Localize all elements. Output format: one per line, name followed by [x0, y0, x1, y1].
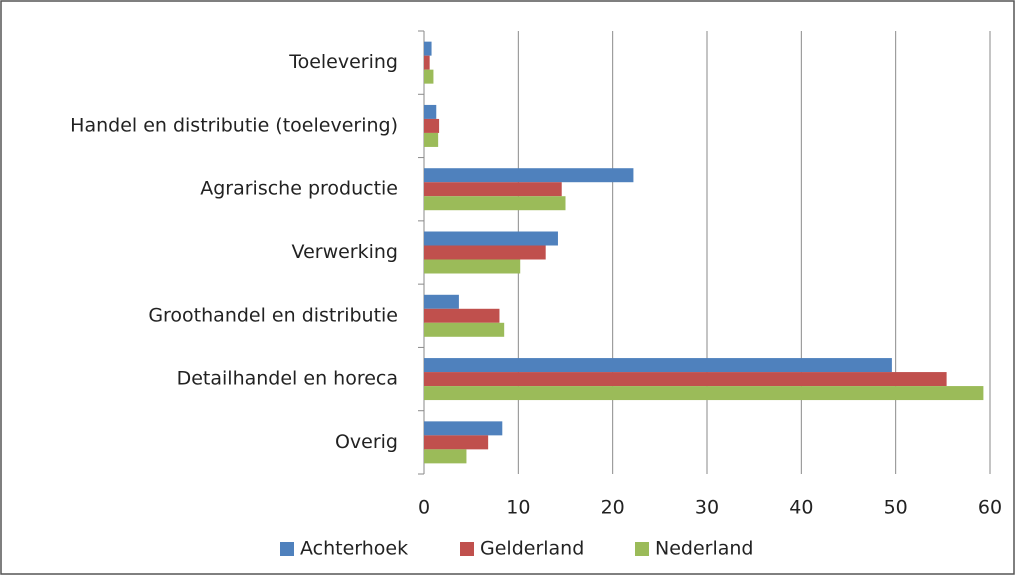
y-tick-label: Agrarische productie	[200, 178, 398, 200]
y-tick-label: Handel en distributie (toelevering)	[70, 114, 398, 136]
bar	[424, 259, 521, 274]
bar	[424, 372, 947, 387]
legend-swatch	[635, 542, 649, 556]
legend-label: Achterhoek	[300, 538, 408, 560]
y-tick-label: Overig	[335, 431, 398, 453]
bar	[424, 196, 566, 211]
bar	[424, 421, 503, 436]
bar	[424, 168, 634, 183]
x-tick-label: 10	[506, 497, 530, 519]
bar	[424, 358, 892, 373]
legend-label: Gelderland	[480, 538, 584, 560]
bar	[424, 182, 562, 197]
bar	[424, 55, 430, 70]
bar	[424, 104, 437, 119]
legend-label: Nederland	[655, 538, 754, 560]
y-tick-label: Detailhandel en horeca	[177, 368, 398, 390]
x-tick-label: 60	[978, 497, 1002, 519]
y-tick-label: Verwerking	[292, 241, 398, 263]
bar	[424, 294, 459, 309]
bar	[424, 308, 500, 323]
bar	[424, 41, 432, 56]
legend-swatch	[280, 542, 294, 556]
legend-swatch	[460, 542, 474, 556]
x-tick-label: 50	[884, 497, 908, 519]
x-tick-label: 40	[789, 497, 813, 519]
bar	[424, 69, 434, 84]
bar	[424, 386, 984, 401]
y-tick-label: Toelevering	[288, 51, 398, 73]
x-tick-label: 30	[695, 497, 719, 519]
bar	[424, 435, 489, 450]
x-tick-label: 20	[601, 497, 625, 519]
bar	[424, 118, 440, 133]
bar	[424, 132, 439, 147]
y-tick-label: Groothandel en distributie	[148, 304, 398, 326]
bar	[424, 322, 505, 337]
bar	[424, 449, 467, 464]
x-tick-label: 0	[418, 497, 430, 519]
bar	[424, 231, 558, 246]
bar	[424, 245, 546, 260]
